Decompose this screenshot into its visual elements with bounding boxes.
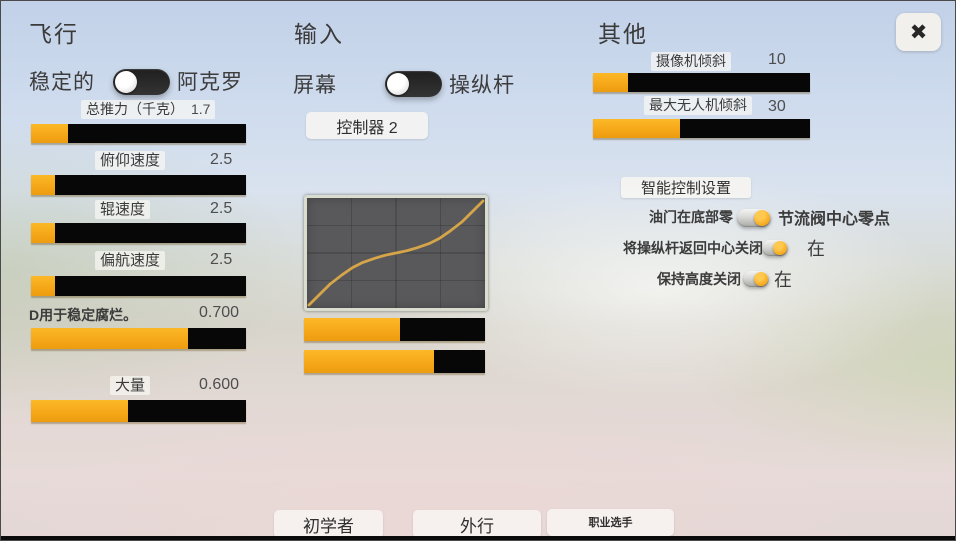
controller-button[interactable]: 控制器 2 xyxy=(306,112,428,139)
stick-center-right-label: 在 xyxy=(807,239,825,259)
total-thrust-value: 1.7 xyxy=(191,101,211,117)
input-source-toggle[interactable] xyxy=(385,71,442,97)
slider-fill xyxy=(304,318,400,341)
toggle-knob-icon xyxy=(754,272,768,286)
slider-fill xyxy=(31,276,55,296)
total-thrust-label: 总推力（千克） 1.7 xyxy=(81,100,216,119)
flight-mode-toggle[interactable] xyxy=(113,69,170,95)
bottom-bar xyxy=(1,536,955,540)
slider-fill xyxy=(304,350,435,373)
toggle-knob-icon xyxy=(115,71,137,93)
max-tilt-value: 30 xyxy=(768,98,786,115)
slider-fill xyxy=(593,119,680,138)
toggle-knob-icon xyxy=(387,73,409,95)
flight-mode-right-label: 阿克罗 xyxy=(177,71,243,94)
altitude-hold-toggle[interactable] xyxy=(743,271,769,287)
mass-slider[interactable] xyxy=(31,400,246,422)
pitch-rate-slider[interactable] xyxy=(31,175,246,195)
flight-section-title: 飞行 xyxy=(29,21,79,47)
pitch-rate-label: 俯仰速度 xyxy=(95,151,166,170)
input-source-left-label: 屏幕 xyxy=(293,74,337,97)
total-thrust-slider[interactable] xyxy=(31,124,246,143)
slider-fill xyxy=(31,400,128,422)
expo-curve-line xyxy=(307,199,485,307)
input-rate-slider[interactable] xyxy=(304,318,485,341)
mass-label: 大量 xyxy=(110,376,151,395)
slider-fill xyxy=(31,223,55,243)
throttle-zero-toggle[interactable] xyxy=(737,209,771,227)
input-expo-slider[interactable] xyxy=(304,350,485,373)
altitude-hold-left-label: 保持高度关闭 xyxy=(657,271,741,287)
max-tilt-slider[interactable] xyxy=(593,119,810,138)
toggle-knob-icon xyxy=(754,210,770,226)
throttle-zero-right-label: 节流阀中心零点 xyxy=(778,211,891,228)
preset-pro-button[interactable]: 职业选手 xyxy=(547,509,674,536)
other-section-title: 其他 xyxy=(598,21,648,47)
stab-d-label: D用于稳定腐烂。 xyxy=(29,307,138,323)
camera-tilt-label: 摄像机倾斜 xyxy=(651,52,731,71)
camera-tilt-slider[interactable] xyxy=(593,73,810,92)
total-thrust-label-text: 总推力（千克） xyxy=(86,101,184,117)
yaw-rate-value: 2.5 xyxy=(210,251,233,268)
preset-beginner-button[interactable]: 初学者 xyxy=(274,510,383,538)
close-button[interactable]: ✖ xyxy=(896,13,941,51)
roll-rate-slider[interactable] xyxy=(31,223,246,243)
stab-d-slider[interactable] xyxy=(31,328,246,349)
flight-mode-left-label: 稳定的 xyxy=(29,71,95,94)
yaw-rate-label: 偏航速度 xyxy=(95,251,166,270)
curve-canvas xyxy=(307,198,485,308)
slider-fill xyxy=(31,328,188,349)
camera-tilt-value: 10 xyxy=(768,51,786,68)
throttle-zero-left-label: 油门在底部零 xyxy=(649,209,733,225)
slider-fill xyxy=(31,175,55,195)
response-curve-graph xyxy=(304,195,488,311)
preset-pro-label: 职业选手 xyxy=(588,517,633,529)
toggle-knob-icon xyxy=(773,241,787,255)
roll-rate-label: 辊速度 xyxy=(95,200,151,219)
slider-fill xyxy=(593,73,628,92)
input-source-right-label: 操纵杆 xyxy=(449,74,515,97)
roll-rate-value: 2.5 xyxy=(210,200,233,217)
altitude-hold-right-label: 在 xyxy=(774,270,792,290)
close-icon: ✖ xyxy=(909,20,928,44)
stick-center-toggle[interactable] xyxy=(762,240,788,256)
max-tilt-label: 最大无人机倾斜 xyxy=(644,96,752,115)
yaw-rate-slider[interactable] xyxy=(31,276,246,296)
mass-value: 0.600 xyxy=(199,376,240,393)
preset-amateur-button[interactable]: 外行 xyxy=(413,510,541,538)
stick-center-left-label: 将操纵杆返回中心关闭 xyxy=(623,240,763,256)
stab-d-value: 0.700 xyxy=(199,304,240,321)
slider-fill xyxy=(31,124,68,143)
pitch-rate-value: 2.5 xyxy=(210,151,233,168)
smart-control-settings-button[interactable]: 智能控制设置 xyxy=(621,177,751,198)
input-section-title: 输入 xyxy=(294,21,344,47)
